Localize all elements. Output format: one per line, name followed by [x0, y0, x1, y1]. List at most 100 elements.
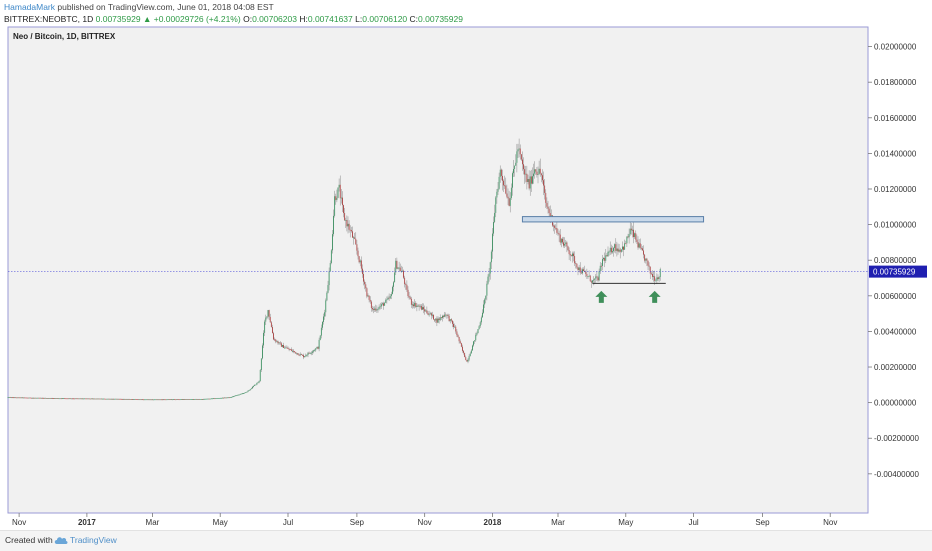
- candle-down: [76, 398, 78, 400]
- high-value: 0.00741637: [307, 14, 353, 24]
- candle-up: [145, 399, 147, 401]
- candle-up: [203, 398, 204, 400]
- candle-down: [635, 233, 637, 240]
- candle-down: [434, 319, 436, 321]
- y-tick-label: 0.00400000: [874, 327, 917, 336]
- candle-up: [495, 197, 497, 213]
- candle-up: [40, 397, 42, 399]
- candle-down: [526, 173, 528, 182]
- candle-up: [473, 341, 474, 346]
- x-axis[interactable]: Nov 2017 Mar May Jul Sep Nov 2018 Mar May Jul Sep No…: [12, 513, 837, 527]
- candle-down: [43, 397, 44, 399]
- candle-up: [312, 351, 313, 353]
- candle-down: [528, 179, 530, 189]
- candle-down: [617, 248, 619, 252]
- candle-up: [389, 296, 391, 299]
- candle-up: [592, 280, 593, 283]
- candle-up: [233, 396, 234, 398]
- candle-down: [579, 267, 581, 273]
- tradingview-cloud-icon[interactable]: [54, 535, 68, 545]
- annotations[interactable]: [521, 216, 705, 303]
- candle-up: [179, 399, 181, 401]
- candle-down: [110, 398, 112, 400]
- candle-up: [169, 399, 171, 401]
- candle-up: [34, 397, 36, 399]
- candle-up: [310, 352, 312, 354]
- candle-up: [474, 340, 476, 342]
- candle-down: [79, 398, 81, 400]
- candle-down: [540, 173, 542, 176]
- candle-up: [442, 315, 443, 318]
- tradingview-brand-link[interactable]: TradingView: [70, 535, 117, 545]
- candle-up: [207, 398, 209, 400]
- candle-up: [56, 398, 58, 399]
- candle-down: [636, 239, 638, 243]
- candle-down: [420, 305, 422, 310]
- plot-area[interactable]: [7, 26, 869, 514]
- candle-down: [65, 398, 67, 400]
- candle-up: [379, 306, 381, 308]
- candle-up: [220, 397, 222, 399]
- candle-up: [10, 397, 12, 399]
- x-tick-label: Sep: [350, 518, 365, 527]
- candle-up: [537, 174, 539, 175]
- candle-up: [83, 398, 84, 400]
- high-label: H:: [299, 14, 308, 24]
- candle-down: [548, 208, 550, 214]
- candle-up: [325, 300, 327, 313]
- candle-up: [653, 276, 654, 278]
- candle-up: [216, 398, 218, 399]
- candle-up: [155, 399, 157, 401]
- candle-down: [18, 397, 20, 399]
- close-label: C:: [409, 14, 419, 24]
- candle-down: [502, 175, 503, 181]
- candle-down: [108, 398, 110, 400]
- low-value: 0.00706120: [362, 14, 408, 24]
- candle-down: [505, 185, 507, 194]
- candle-down: [39, 397, 41, 399]
- candle-up: [14, 397, 16, 399]
- candle-down: [339, 184, 341, 199]
- candle-down: [120, 398, 122, 400]
- candle-down: [72, 398, 73, 400]
- candle-up: [150, 399, 152, 401]
- candle-down: [53, 398, 54, 399]
- candle-up: [63, 398, 64, 400]
- candle-down: [350, 229, 352, 232]
- candle-down: [156, 399, 158, 401]
- candle-up: [477, 329, 479, 333]
- candle-down: [92, 398, 93, 400]
- candle-up: [468, 356, 470, 360]
- author-link[interactable]: HamadaMark: [4, 2, 56, 12]
- candle-down: [82, 398, 83, 400]
- candle-up: [338, 184, 340, 188]
- candle-up: [609, 247, 611, 252]
- candle-down: [523, 164, 524, 170]
- candle-up: [258, 381, 260, 383]
- candle-up: [247, 390, 249, 392]
- candle-up: [148, 399, 150, 401]
- candle-down: [464, 352, 466, 358]
- candle-up: [242, 393, 243, 395]
- candle-down: [346, 220, 348, 227]
- candle-down: [22, 397, 23, 399]
- candle-down: [558, 233, 560, 235]
- candle-down: [443, 315, 444, 317]
- candle-down: [557, 232, 559, 234]
- candle-down: [147, 399, 149, 401]
- candle-up: [99, 398, 101, 400]
- candle-up: [200, 399, 202, 400]
- last-price-line: 0.00735929: [8, 265, 927, 278]
- candle-up: [398, 267, 400, 269]
- candle-up: [645, 258, 647, 261]
- candle-down: [646, 258, 648, 261]
- candle-down: [413, 304, 414, 307]
- y-axis[interactable]: 0.02000000 0.01800000 0.01600000 0.01400000…: [868, 43, 919, 479]
- candle-down: [545, 192, 547, 203]
- close-value: 0.00735929: [418, 14, 463, 24]
- price-chart[interactable]: Neo / Bitcoin, 1D, BITTREX 0.020000000.0…: [0, 0, 932, 530]
- candle-down: [277, 341, 279, 344]
- candle-down: [29, 397, 31, 399]
- candle-down: [89, 398, 91, 400]
- candle-down: [407, 289, 409, 297]
